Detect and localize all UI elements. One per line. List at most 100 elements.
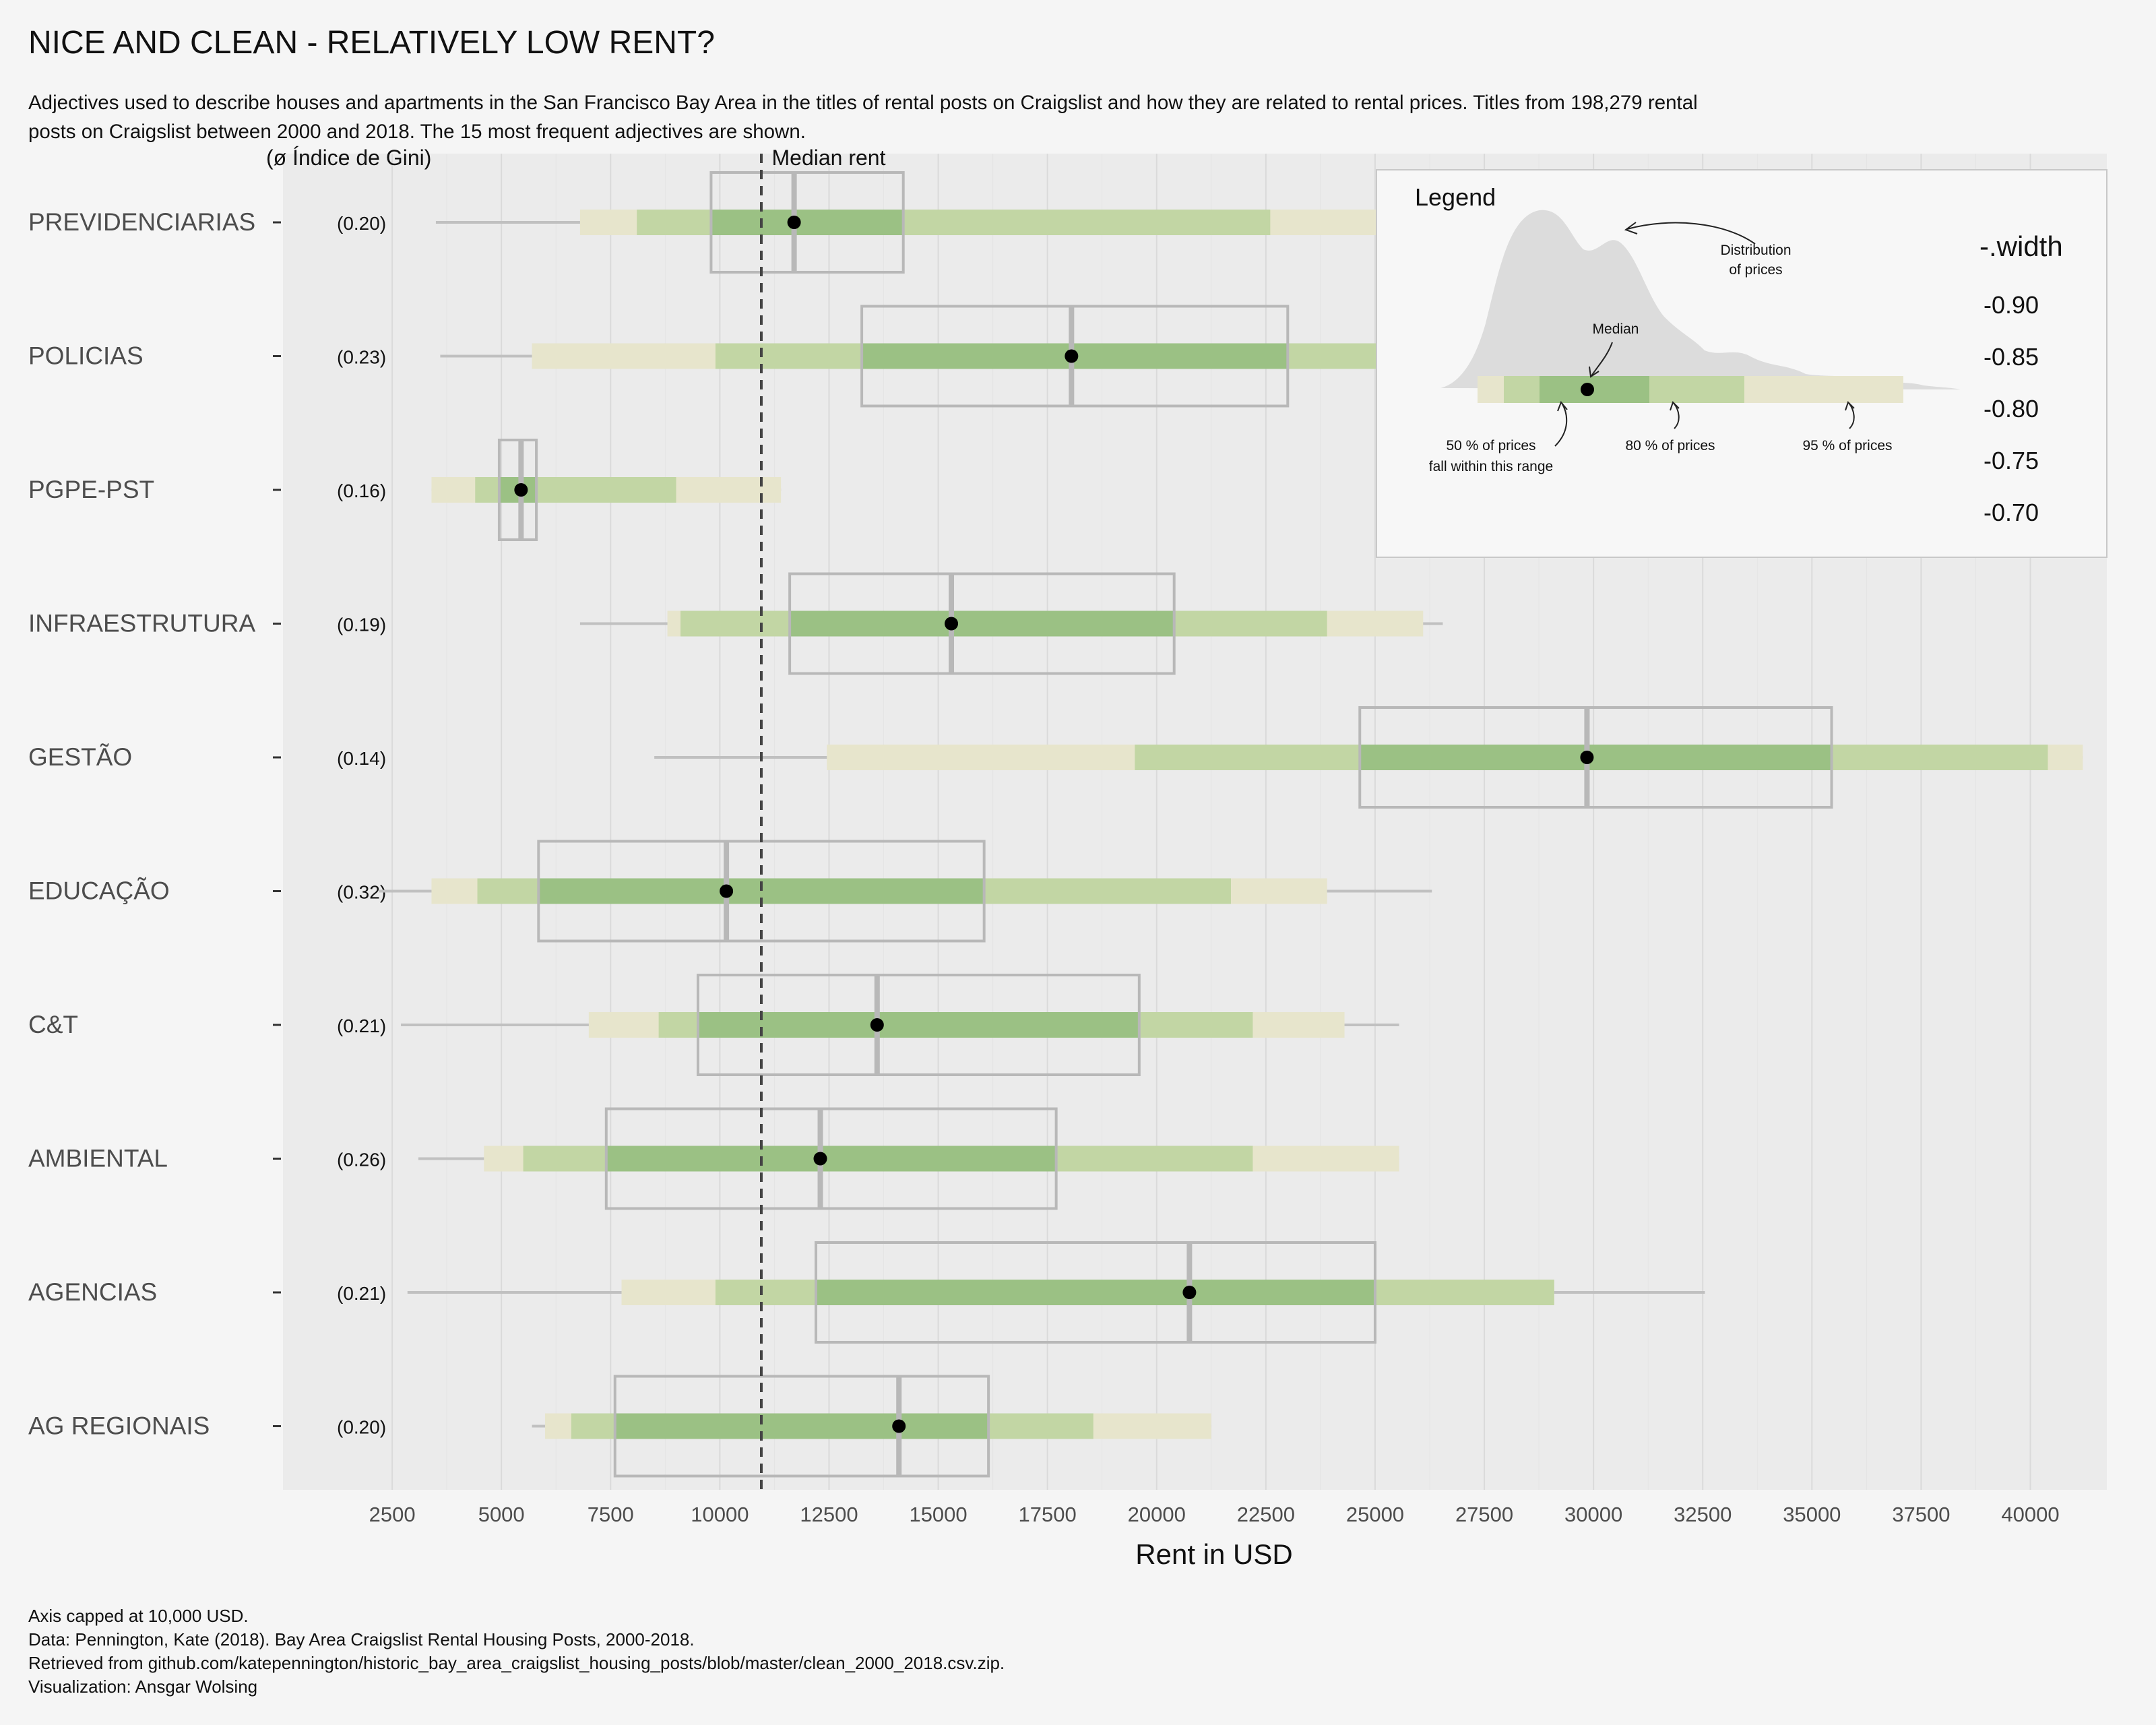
x-tick-label: 22500 (1237, 1503, 1295, 1526)
category-label: EDUCAÇÃO (28, 877, 170, 905)
category-label: C&T (28, 1011, 78, 1038)
legend-width-title: -.width (1979, 230, 2063, 262)
x-tick-label: 15000 (909, 1503, 967, 1526)
category-label: GESTÃO (28, 743, 132, 771)
gini-value: (0.32) (337, 882, 386, 903)
legend-arrow-distribution-head (1624, 222, 1638, 234)
box-outline (613, 1375, 990, 1478)
x-tick-label: 2500 (369, 1503, 416, 1526)
category-label: INFRAESTRUTURA (28, 610, 255, 637)
legend-arrow-distribution (1626, 222, 1756, 245)
interval-50-bar (790, 610, 1174, 637)
gini-value: (0.20) (337, 1417, 386, 1438)
legend-arrow-median (1591, 342, 1613, 377)
legend-arrow-50 (1554, 402, 1568, 447)
category-row: C&T (0.21) (28, 974, 1399, 1076)
legend-width-value: -0.70 (1984, 499, 2039, 526)
box-outline (604, 1107, 1058, 1210)
category-rows: PREVIDENCIARIAS (0.20) POLICIAS (0.23) PGPE-… (28, 171, 2083, 1478)
legend-width-values: -0.90 -0.85 -0.80 -0.75 -0.70 (1984, 291, 2039, 526)
gini-value: (0.14) (337, 748, 386, 769)
interval-50-bar (697, 1012, 1139, 1038)
median-point (514, 483, 528, 497)
median-point (1065, 349, 1079, 363)
x-gridlines (391, 154, 2031, 1490)
caption-line-3: Retrieved from github.com/katepennington… (28, 1653, 1005, 1673)
legend-width-value: -0.85 (1984, 343, 2039, 371)
median-point (720, 884, 734, 898)
category-label: AGENCIAS (28, 1278, 157, 1306)
legend-median-label: Median (1593, 321, 1639, 337)
category-label: PGPE-PST (28, 476, 154, 503)
median-point (813, 1152, 827, 1166)
interval-50-bar (1360, 745, 1832, 770)
legend: Legend Distribution of prices Median 50 … (1376, 169, 2107, 558)
legend-arrow-95-head (1845, 401, 1855, 411)
x-tick-label: 27500 (1455, 1503, 1513, 1526)
category-label: POLICIAS (28, 342, 144, 370)
legend-density (1440, 210, 1961, 389)
gini-value: (0.20) (337, 213, 386, 234)
legend-range95-label: 95 % of prices (1802, 438, 1892, 453)
legend-arrow-50-head (1557, 401, 1568, 412)
category-row: AGENCIAS (0.21) (28, 1241, 1705, 1344)
x-tick-label: 30000 (1564, 1503, 1622, 1526)
category-row: PGPE-PST (0.16) (28, 439, 782, 541)
x-tick-label: 20000 (1128, 1503, 1186, 1526)
legend-arrow-80-head (1670, 401, 1680, 411)
box-outline (788, 572, 1176, 675)
x-axis-title: Rent in USD (1135, 1538, 1292, 1570)
caption-line-4: Visualization: Ansgar Wolsing (28, 1676, 257, 1697)
gini-value: (0.26) (337, 1150, 386, 1170)
box-outline (815, 1241, 1376, 1344)
box-outline (1358, 706, 1833, 809)
gini-value: (0.23) (337, 347, 386, 368)
category-row: PREVIDENCIARIAS (0.20) (28, 171, 1419, 274)
legend-distribution-label-2: of prices (1729, 262, 1782, 278)
category-row: EDUCAÇÃO (0.32) (28, 840, 1432, 943)
chart-subtitle-line-2: posts on Craigslist between 2000 and 201… (28, 121, 806, 143)
category-row: POLICIAS (0.23) (28, 305, 1419, 408)
median-point (870, 1018, 884, 1032)
category-row: GESTÃO (0.14) (28, 706, 2083, 809)
median-point (892, 1419, 906, 1433)
x-tick-label: 17500 (1019, 1503, 1077, 1526)
legend-arrow-median-head (1589, 366, 1599, 378)
x-tick-label: 37500 (1892, 1503, 1950, 1526)
x-tick-label: 7500 (588, 1503, 634, 1526)
gini-value: (0.19) (337, 615, 386, 635)
legend-width-value: -0.90 (1984, 291, 2039, 319)
median-point (787, 216, 801, 229)
legend-width-value: -0.80 (1984, 395, 2039, 422)
legend-range80-label: 80 % of prices (1625, 438, 1715, 453)
gini-value: (0.21) (337, 1283, 386, 1304)
median-point (1182, 1286, 1197, 1299)
category-label: PREVIDENCIARIAS (28, 208, 255, 236)
x-tick-label: 35000 (1783, 1503, 1841, 1526)
chart-subtitle-line-1: Adjectives used to describe houses and a… (28, 92, 1698, 114)
interval-50-bar (606, 1146, 1056, 1172)
median-point (1580, 751, 1594, 764)
x-axis-ticks: 2500 5000 7500 10000 12500 15000 17500 20000 225… (369, 1503, 2060, 1526)
x-tick-label: 25000 (1346, 1503, 1404, 1526)
category-label: AG REGIONAIS (28, 1412, 210, 1440)
category-row: INFRAESTRUTURA (0.19) (28, 572, 1443, 675)
legend-range50-label-2: fall within this range (1429, 459, 1553, 474)
median-point (945, 617, 959, 631)
interval-50-bar (711, 210, 903, 235)
category-label: AMBIENTAL (28, 1145, 168, 1172)
x-tick-label: 5000 (478, 1503, 525, 1526)
category-row: AG REGIONAIS (0.20) (28, 1375, 1211, 1478)
legend-distribution-label-1: Distribution (1720, 243, 1791, 258)
legend-title: Legend (1415, 183, 1496, 211)
box-outline (497, 439, 538, 541)
x-tick-label: 10000 (691, 1503, 749, 1526)
legend-interval-50 (1540, 376, 1649, 403)
legend-median-point (1581, 383, 1594, 396)
gini-value: (0.21) (337, 1015, 386, 1036)
chart-title: NICE AND CLEAN - RELATIVELY LOW RENT? (28, 25, 715, 61)
box-outline (709, 171, 905, 274)
interval-50-bar (816, 1280, 1375, 1305)
caption-line-1: Axis capped at 10,000 USD. (28, 1606, 249, 1626)
